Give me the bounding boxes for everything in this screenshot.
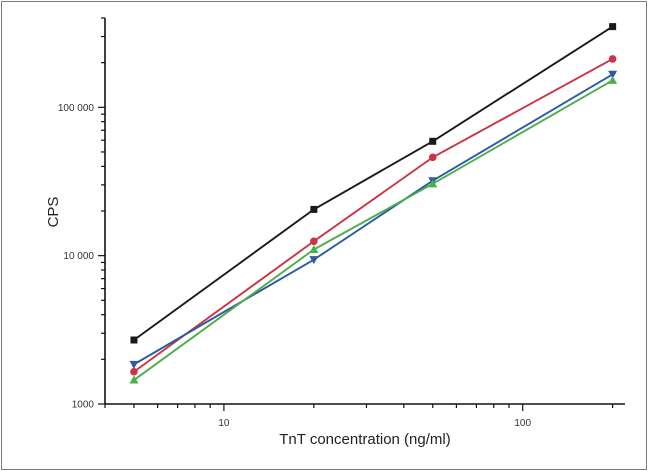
series-line-0 (133, 25, 614, 341)
data-point (428, 153, 437, 162)
data-point (310, 237, 318, 246)
data-point (428, 179, 438, 188)
data-point (429, 137, 437, 145)
data-point (130, 367, 138, 376)
data-point (309, 256, 319, 265)
series-line-2 (133, 73, 614, 366)
y-axis-label: CPS (45, 197, 62, 228)
y-tick-label: 10 000 (63, 251, 94, 262)
x-tick-label: 100 (514, 418, 531, 429)
series-line-3 (133, 79, 614, 381)
data-point (129, 360, 139, 369)
x-tick-label: 10 (218, 418, 230, 429)
series-markers (129, 23, 618, 384)
data-point (130, 336, 138, 344)
data-point (129, 375, 139, 384)
y-tick-label: 100 000 (58, 103, 95, 114)
data-point (309, 245, 319, 254)
y-tick-label: 1000 (72, 400, 95, 411)
data-point (609, 23, 617, 31)
x-axis-label: TnT concentration (ng/ml) (279, 431, 450, 448)
series-lines (133, 25, 614, 381)
data-point (608, 70, 618, 79)
series-line-1 (133, 58, 614, 373)
axis-ticks (98, 17, 614, 411)
data-point (310, 205, 318, 213)
tick-labels: 1000 10 000 100 000 10 100 (58, 103, 532, 429)
data-point (608, 55, 617, 63)
data-point (608, 75, 618, 84)
